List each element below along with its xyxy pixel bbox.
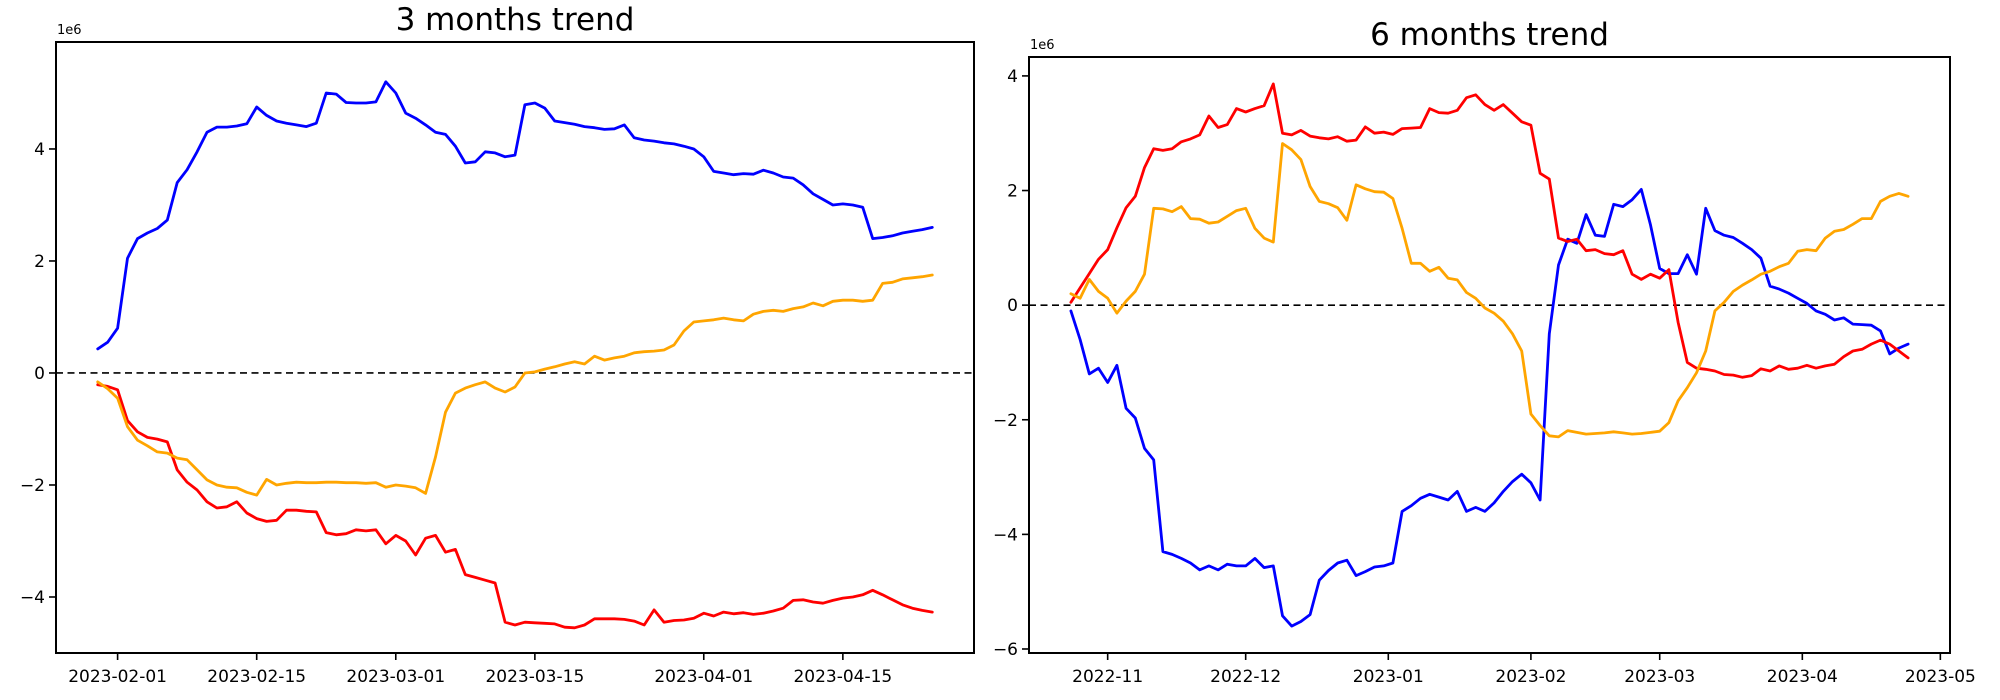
x-tick-label: 2023-03-15 xyxy=(485,667,584,687)
x-tick-label: 2023-04 xyxy=(1767,667,1838,687)
chart-title: 6 months trend xyxy=(1370,17,1609,53)
y-tick-label: 4 xyxy=(1007,67,1018,87)
x-tick-label: 2022-11 xyxy=(1072,667,1143,687)
y-tick-label: 4 xyxy=(34,140,45,160)
plot-border xyxy=(1028,56,1951,654)
series-blue-line xyxy=(1069,187,1910,628)
x-tick-label: 2023-03-01 xyxy=(346,667,445,687)
y-axis-offset-label: 1e6 xyxy=(1030,38,1055,53)
series-red-line xyxy=(96,383,934,630)
y-tick-label: 2 xyxy=(1007,182,1018,202)
series-blue-line xyxy=(96,80,934,351)
x-tick-label: 2023-02-15 xyxy=(207,667,306,687)
x-tick-label: 2023-02-01 xyxy=(68,667,167,687)
x-tick-label: 2022-12 xyxy=(1210,667,1281,687)
plot-border xyxy=(55,41,975,654)
y-tick-label: −6 xyxy=(993,640,1018,660)
x-tick-label: 2023-03 xyxy=(1624,667,1695,687)
y-axis-offset-label: 1e6 xyxy=(57,23,82,38)
series-orange-line xyxy=(96,273,934,497)
x-tick-label: 2023-05 xyxy=(1905,667,1976,687)
y-tick-label: 0 xyxy=(1007,296,1018,316)
series-red-line xyxy=(1069,82,1910,379)
y-tick-label: −4 xyxy=(20,588,45,608)
x-tick-label: 2023-04-01 xyxy=(654,667,753,687)
chart-3-months-trend: 3 months trend 1e6 −4 −2 0 2 4 2023-02-01 2023-0… xyxy=(20,2,975,687)
x-tick-label: 2023-02 xyxy=(1495,667,1566,687)
y-tick-label: −4 xyxy=(993,525,1018,545)
x-tick-label: 2023-04-15 xyxy=(793,667,892,687)
y-tick-label: 2 xyxy=(34,252,45,272)
y-tick-label: −2 xyxy=(20,476,45,496)
x-tick-label: 2023-01 xyxy=(1353,667,1424,687)
y-tick-label: −2 xyxy=(993,411,1018,431)
chart-6-months-trend: 6 months trend 1e6 −6 −4 −2 0 2 4 2022-11 2022-12… xyxy=(993,17,1976,687)
y-tick-label: 0 xyxy=(34,364,45,384)
series-orange-line xyxy=(1069,142,1910,439)
chart-title: 3 months trend xyxy=(396,2,635,38)
